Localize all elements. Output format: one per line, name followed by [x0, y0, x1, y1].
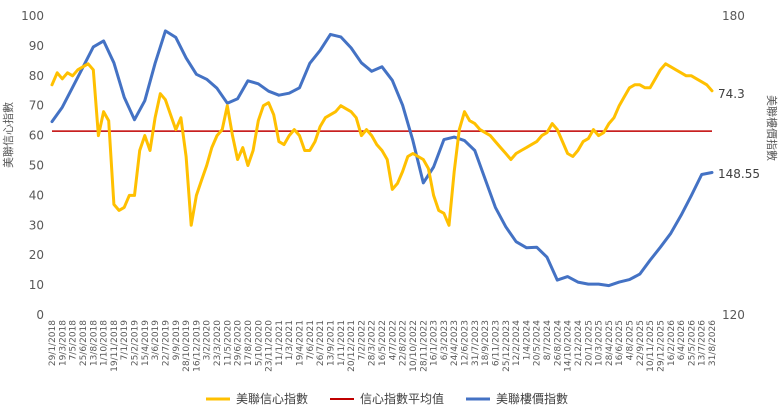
- x-tick-label: 3/2/2020: [203, 320, 213, 361]
- end-label-price: 148.55: [718, 167, 760, 181]
- x-tick-label: 20/12/2021: [347, 320, 357, 372]
- confidence-index-line: [50, 62, 714, 227]
- left-axis-ticks: 0 10 20 30 40 50 60 70 80 90 100: [21, 9, 44, 322]
- right-axis-title: 美聯樓價指數: [765, 95, 779, 161]
- left-tick-label: 10: [29, 278, 44, 292]
- x-tick-label: 29/1/2018: [48, 320, 58, 366]
- x-tick-label: 16/6/2025: [615, 320, 625, 366]
- x-tick-label: 31/7/2023: [471, 320, 481, 366]
- legend-label-confidence: 美聯信心指數: [236, 391, 308, 406]
- left-tick-label: 30: [29, 218, 44, 232]
- x-tick-label: 24/4/2023: [450, 320, 460, 366]
- x-tick-label: 11/1/2021: [275, 320, 285, 366]
- left-tick-label: 80: [29, 69, 44, 83]
- x-tick-label: 25/12/2023: [502, 320, 512, 372]
- legend-label-average: 信心指數平均值: [360, 391, 444, 406]
- left-tick-label: 20: [29, 248, 44, 262]
- x-tick-label: 26/8/2024: [553, 320, 563, 366]
- x-tick-label: 7/2/2022: [357, 320, 367, 360]
- x-tick-label: 20/1/2025: [584, 320, 594, 366]
- x-tick-label: 22/8/2022: [399, 320, 409, 366]
- x-tick-label: 4/8/2025: [626, 320, 636, 360]
- right-tick-label: 180: [722, 9, 745, 23]
- x-tick-label: 29/6/2020: [234, 320, 244, 366]
- left-tick-label: 60: [29, 129, 44, 143]
- x-tick-label: 13/8/2018: [89, 320, 99, 366]
- x-tick-label: 25/2/2019: [131, 320, 141, 366]
- left-tick-label: 70: [29, 99, 44, 113]
- left-tick-label: 50: [29, 159, 44, 173]
- x-tick-label: 28/3/2022: [368, 320, 378, 366]
- x-tick-label: 9/9/2019: [172, 320, 182, 361]
- left-tick-label: 100: [21, 9, 44, 23]
- x-tick-label: 13/7/2026: [698, 320, 708, 366]
- x-tick-label: 3/6/2019: [151, 320, 161, 361]
- x-tick-label: 17/8/2020: [244, 320, 254, 366]
- legend-label-price: 美聯樓價指數: [496, 391, 568, 406]
- x-tick-label: 6/4/2026: [677, 320, 687, 361]
- series-layer: [50, 29, 714, 288]
- x-tick-label: 6/3/2023: [440, 320, 450, 360]
- x-tick-label: 22/7/2019: [161, 320, 171, 366]
- x-tick-label: 1/11/2021: [337, 320, 347, 366]
- x-tick-label: 28/11/2022: [419, 320, 429, 372]
- x-tick-label: 23/3/2020: [213, 320, 223, 366]
- x-tick-label: 14/10/2024: [564, 320, 574, 372]
- legend-item-average: 信心指數平均值: [330, 391, 444, 406]
- x-tick-label: 13/9/2021: [326, 320, 336, 366]
- x-tick-label: 23/11/2020: [265, 320, 275, 372]
- x-tick-label: 1/4/2024: [522, 320, 532, 361]
- x-tick-label: 22/9/2025: [636, 320, 646, 366]
- left-axis-title: 美聯信心指數: [1, 102, 15, 168]
- left-tick-label: 0: [36, 308, 44, 322]
- legend-item-price: 美聯樓價指數: [466, 391, 568, 406]
- x-tick-label: 10/10/2022: [409, 320, 419, 372]
- x-tick-label: 31/8/2026: [708, 320, 718, 366]
- x-tick-label: 1/10/2018: [100, 320, 110, 366]
- x-tick-label: 12/6/2023: [461, 320, 471, 366]
- x-tick-label: 4/7/2022: [388, 320, 398, 360]
- x-tick-label: 28/10/2019: [182, 320, 192, 372]
- right-axis-ticks: 180 120: [722, 9, 745, 322]
- x-tick-label: 7/5/2018: [69, 320, 79, 361]
- x-tick-label: 16/2/2026: [667, 320, 677, 366]
- legend-item-confidence: 美聯信心指數: [206, 391, 308, 406]
- x-tick-label: 16/1/2023: [430, 320, 440, 366]
- x-tick-label: 25/5/2026: [687, 320, 697, 366]
- left-tick-label: 40: [29, 188, 44, 202]
- x-tick-label: 19/3/2018: [58, 320, 68, 366]
- x-axis-ticks: 29/1/2018 19/3/2018 7/5/2018 25/6/2018 13/8/…: [48, 320, 718, 372]
- left-tick-label: 90: [29, 39, 44, 53]
- end-label-confidence: 74.3: [718, 87, 745, 101]
- x-tick-label: 18/9/2023: [481, 320, 491, 366]
- price-index-line: [50, 29, 714, 288]
- x-tick-label: 26/7/2021: [316, 320, 326, 366]
- x-tick-label: 2/12/2024: [574, 320, 584, 366]
- right-tick-label: 120: [722, 308, 745, 322]
- x-tick-label: 8/7/2024: [543, 320, 553, 361]
- x-tick-label: 16/12/2019: [192, 320, 202, 372]
- x-tick-label: 10/3/2025: [595, 320, 605, 366]
- x-tick-label: 25/6/2018: [79, 320, 89, 366]
- x-tick-label: 7/1/2019: [120, 320, 130, 361]
- x-tick-label: 12/2/2024: [512, 320, 522, 366]
- x-tick-label: 10/11/2025: [646, 320, 656, 372]
- x-tick-label: 7/6/2021: [306, 320, 316, 360]
- x-tick-label: 19/11/2018: [110, 320, 120, 372]
- x-tick-label: 11/5/2020: [223, 320, 233, 366]
- x-tick-label: 16/5/2022: [378, 320, 388, 366]
- x-tick-label: 6/11/2023: [491, 320, 501, 366]
- x-tick-label: 15/4/2019: [141, 320, 151, 366]
- legend: 美聯信心指數 信心指數平均值 美聯樓價指數: [206, 391, 568, 406]
- x-tick-label: 28/4/2025: [605, 320, 615, 366]
- x-tick-label: 5/10/2020: [254, 320, 264, 366]
- x-tick-label: 29/12/2025: [656, 320, 666, 372]
- x-tick-label: 19/4/2021: [296, 320, 306, 366]
- x-tick-label: 20/5/2024: [533, 320, 543, 366]
- x-tick-label: 1/3/2021: [285, 320, 295, 360]
